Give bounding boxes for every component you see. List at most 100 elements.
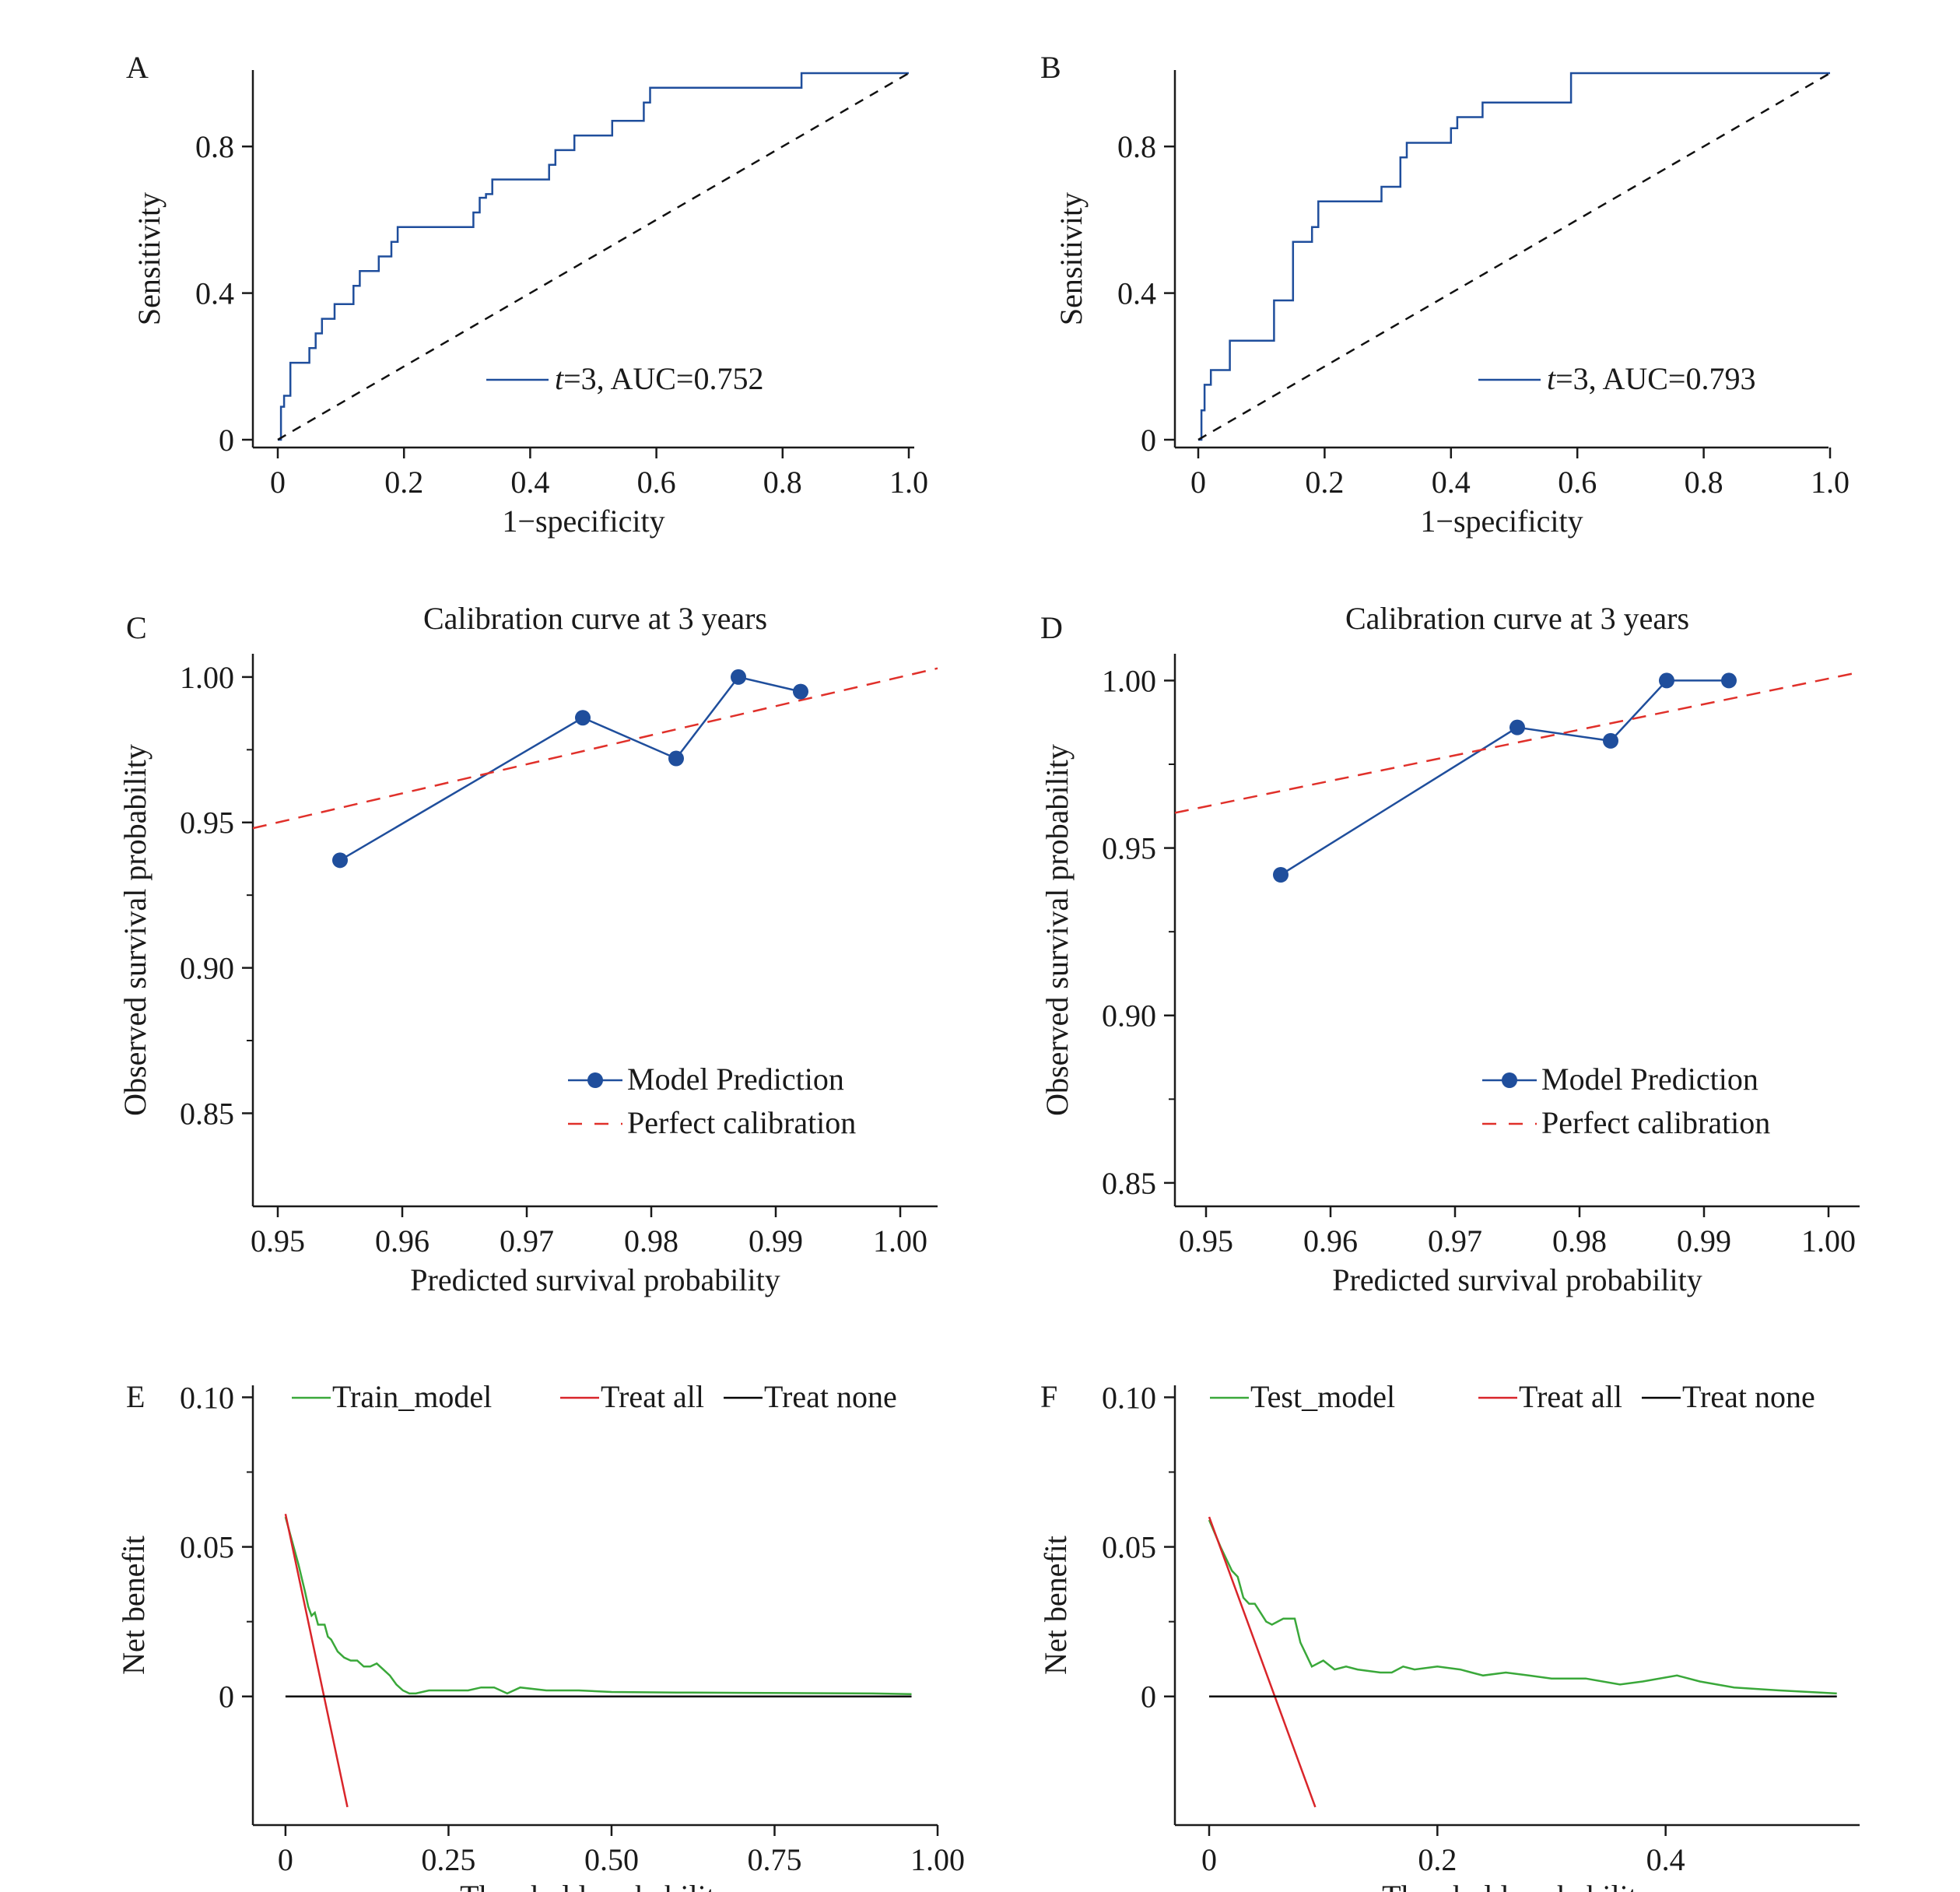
legend-label: Model Prediction <box>627 1062 844 1097</box>
plot-area <box>284 1514 912 1808</box>
y-tick-label: 1.00 <box>1102 663 1156 698</box>
x-tick-label: 0.96 <box>375 1223 430 1258</box>
axes <box>1173 1385 1860 1827</box>
x-tick-label: 0.4 <box>1432 465 1471 500</box>
data-point <box>731 669 746 685</box>
panel-label: C <box>126 610 147 645</box>
axes <box>251 70 914 449</box>
x-axis-title: Predicted survival probability <box>1332 1262 1702 1297</box>
panel-d: D Calibration curve at 3 years 0.95 0.96 0.9… <box>1040 601 1860 1297</box>
panel-a: A 0 0.2 0.4 0.6 0.8 1.0 0 0.4 0.8 1−specificity Sen… <box>126 50 928 539</box>
panel-b: B 0 0.2 0.4 0.6 0.8 1.0 0 0.4 0.8 1−specificity Sen… <box>1040 50 1850 539</box>
plot-area <box>1208 1516 1837 1808</box>
legend-label: Model Prediction <box>1541 1062 1758 1097</box>
series-line-treat-all <box>1208 1516 1317 1808</box>
panel-e: E 0 0.25 0.50 0.75 1.00 0 0.05 0.10 Threshold pro… <box>116 1379 965 1892</box>
data-point <box>1509 719 1525 735</box>
y-tick-label: 0.10 <box>1102 1380 1156 1415</box>
x-tick-label: 0.8 <box>763 465 802 500</box>
data-point <box>332 852 348 869</box>
plot-area <box>277 72 910 441</box>
y-tick-label: 0.05 <box>180 1530 234 1565</box>
x-tick-label: 0.6 <box>637 465 676 500</box>
y-tick-label: 0.90 <box>1102 999 1156 1034</box>
plot-area <box>1175 671 1860 876</box>
x-tick-label: 0.99 <box>1677 1223 1731 1258</box>
y-axis-title: Observed survival probability <box>117 744 153 1116</box>
legend-label: t=3, AUC=0.793 <box>1547 361 1756 396</box>
y-axis-title: Net benefit <box>1038 1536 1073 1675</box>
panel-label: F <box>1040 1379 1057 1414</box>
legend-label: Perfect calibration <box>1541 1105 1770 1140</box>
chart-title: Calibration curve at 3 years <box>1345 601 1689 636</box>
series-line-treat-all <box>284 1514 349 1808</box>
x-tick-label: 0 <box>270 465 286 500</box>
y-axis-title: Sensitivity <box>1054 192 1089 325</box>
x-tick-label: 0.4 <box>510 465 549 500</box>
y-tick-label: 0.95 <box>1102 831 1156 866</box>
panel-label: B <box>1040 50 1061 85</box>
y-tick-label: 1.00 <box>180 660 234 695</box>
legend-label: Treat all <box>1519 1379 1622 1414</box>
x-tick-label: 1.00 <box>1801 1223 1856 1258</box>
series-line-reference <box>277 72 910 441</box>
axes <box>1173 654 1860 1208</box>
x-tick-label: 0.4 <box>1646 1842 1685 1877</box>
legend-label: Perfect calibration <box>627 1105 856 1140</box>
x-tick-label: 0.95 <box>251 1223 305 1258</box>
x-tick-label: 0 <box>1190 465 1206 500</box>
data-point <box>1721 672 1737 689</box>
plot-area <box>1197 72 1831 441</box>
data-point <box>1659 672 1674 689</box>
y-tick-label: 0.4 <box>195 276 234 311</box>
data-point <box>668 750 684 767</box>
panel-label: E <box>126 1379 145 1414</box>
y-tick-label: 0.90 <box>180 951 234 986</box>
data-point <box>793 683 808 700</box>
x-axis-title: Threshold probability <box>460 1879 731 1892</box>
x-tick-label: 1.0 <box>889 465 928 500</box>
x-tick-label: 0.2 <box>1418 1842 1457 1877</box>
legend-label: t=3, AUC=0.752 <box>555 361 764 396</box>
y-tick-label: 0.85 <box>1102 1166 1156 1201</box>
chart-title: Calibration curve at 3 years <box>423 601 767 636</box>
x-tick-label: 1.00 <box>910 1842 965 1877</box>
x-tick-label: 0.6 <box>1558 465 1597 500</box>
y-axis-title: Observed survival probability <box>1040 744 1075 1116</box>
data-point <box>575 710 591 726</box>
y-tick-label: 0.8 <box>1117 129 1156 164</box>
x-tick-label: 0.98 <box>624 1223 678 1258</box>
x-axis-title: Threshold probability <box>1382 1879 1653 1892</box>
y-tick-label: 0.85 <box>180 1096 234 1131</box>
x-tick-label: 0.97 <box>500 1223 554 1258</box>
x-tick-label: 0 <box>278 1842 293 1877</box>
x-tick-label: 0.95 <box>1179 1223 1233 1258</box>
x-tick-label: 0.96 <box>1303 1223 1358 1258</box>
series-line-t-3-auc-0-793 <box>1198 72 1830 441</box>
panel-c: C Calibration curve at 3 years 0.95 0.96 0.9… <box>117 601 938 1297</box>
series-line-perfect-calibration <box>1175 671 1860 814</box>
x-tick-label: 0.2 <box>384 465 423 500</box>
panel-label: A <box>126 50 149 85</box>
y-tick-label: 0.10 <box>180 1380 234 1415</box>
legend-label-italic: t <box>555 361 564 396</box>
legend-marker <box>1502 1072 1517 1088</box>
x-tick-label: 0.2 <box>1305 465 1344 500</box>
series-line-reference <box>1197 72 1831 441</box>
x-tick-label: 0.50 <box>584 1842 639 1877</box>
x-axis-title: Predicted survival probability <box>410 1262 780 1297</box>
y-tick-label: 0.05 <box>1102 1530 1156 1565</box>
x-tick-label: 1.00 <box>873 1223 927 1258</box>
legend-marker <box>587 1072 603 1088</box>
data-point <box>1273 867 1289 883</box>
y-axis-title: Net benefit <box>116 1536 151 1675</box>
y-tick-label: 0 <box>219 1680 234 1715</box>
y-axis-title: Sensitivity <box>131 192 167 325</box>
series-line-train-model <box>284 1516 912 1695</box>
y-tick-label: 0.95 <box>180 806 234 841</box>
series-line-model-prediction <box>339 676 801 862</box>
plot-area <box>253 667 938 862</box>
y-tick-label: 0 <box>1141 423 1156 458</box>
axes <box>251 1385 938 1827</box>
x-tick-label: 0 <box>1201 1842 1217 1877</box>
